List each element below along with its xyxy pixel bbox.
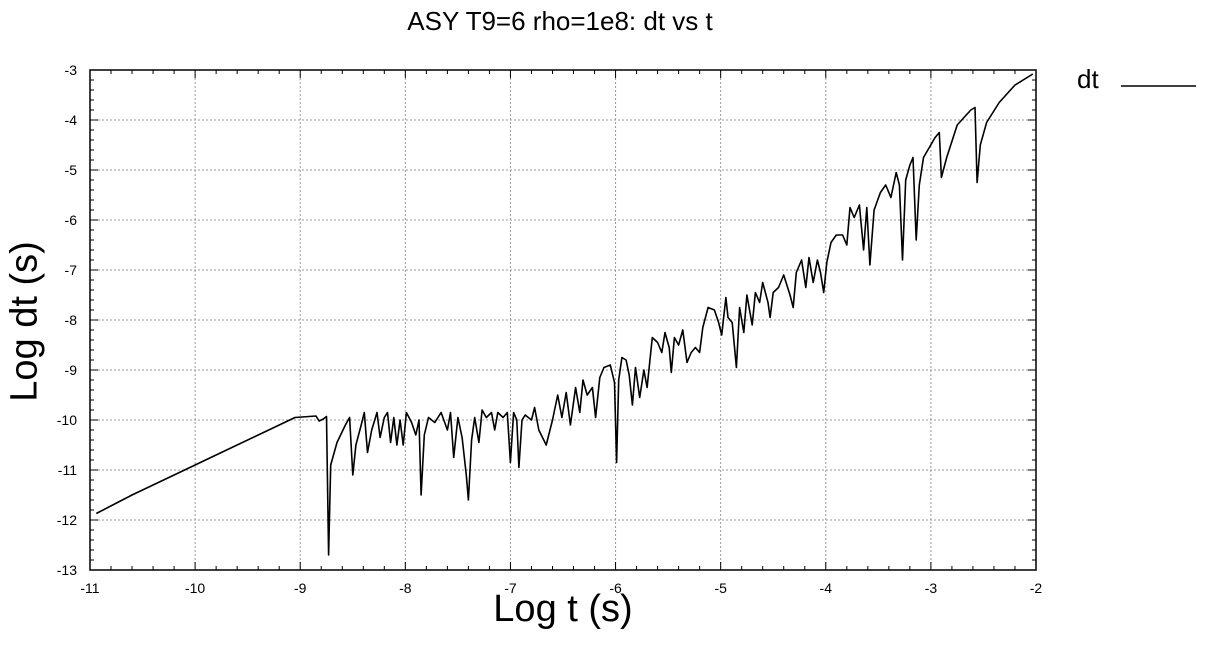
grid-lines (90, 70, 1036, 570)
y-tick-label: -13 (57, 562, 77, 578)
y-tick-label: -11 (58, 462, 77, 478)
tick-labels: -11 -10 -9 -8 -7 -6 -5 -4 -3 -2 -13 -12 -11 -10 -9 -8 -7… (57, 62, 1043, 596)
y-tick-label: -12 (57, 512, 77, 528)
x-tick-label: -2 (1030, 580, 1043, 596)
y-tick-label: -10 (57, 412, 77, 428)
x-tick-label: -5 (714, 580, 727, 596)
y-tick-label: -6 (65, 212, 78, 228)
y-tick-label: -4 (65, 112, 78, 128)
y-tick-label: -8 (65, 312, 78, 328)
x-axis-label: Log t (s) (493, 588, 633, 630)
x-tick-label: -4 (820, 580, 833, 596)
plot-frame (89, 69, 1037, 571)
x-tick-label: -6 (609, 580, 622, 596)
x-tick-label: -11 (80, 580, 99, 596)
y-tick-label: -3 (65, 62, 78, 78)
x-tick-label: -9 (294, 580, 307, 596)
series-line-dt (95, 73, 1034, 556)
x-tick-label: -8 (399, 580, 412, 596)
x-tick-label: -7 (504, 580, 517, 596)
x-tick-label: -3 (925, 580, 938, 596)
y-tick-label: -7 (65, 262, 78, 278)
y-tick-label: -9 (65, 362, 78, 378)
x-tick-label: -10 (185, 580, 205, 596)
y-tick-label: -5 (65, 162, 78, 178)
chart-title: ASY T9=6 rho=1e8: dt vs t (407, 6, 713, 36)
legend-label: dt (1077, 64, 1099, 94)
